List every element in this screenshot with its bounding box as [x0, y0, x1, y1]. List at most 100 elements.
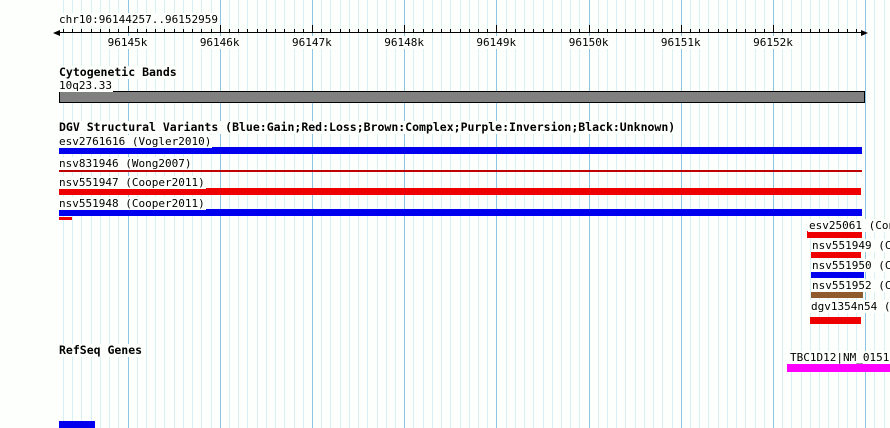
variant-label-esv2761616[interactable]: esv2761616 (Vogler2010)	[58, 135, 213, 148]
cytobands-track-title: Cytogenetic Bands	[58, 65, 178, 79]
variant-bar-nsv551952[interactable]	[811, 291, 863, 298]
ruler-tick	[118, 29, 120, 33]
gridline-minor	[874, 0, 876, 428]
variant-bar-nsv831946[interactable]	[59, 170, 862, 172]
ruler-tick	[791, 29, 793, 33]
ruler-tick	[450, 29, 452, 33]
ruler-tick	[404, 25, 406, 33]
variant-label-nsv831946[interactable]: nsv831946 (Wong2007)	[58, 157, 193, 170]
ruler-tick	[81, 29, 83, 33]
ruler-tick	[385, 29, 387, 33]
ruler-tick	[394, 29, 396, 33]
ruler-tick	[782, 29, 784, 33]
ruler-tick	[311, 25, 313, 33]
ruler-tick-label: 96149k	[476, 36, 517, 49]
ruler-tick	[146, 29, 147, 33]
ruler-tick	[367, 29, 369, 33]
ruler-tick	[496, 25, 498, 33]
variant-bar-nsv551948[interactable]	[59, 209, 862, 216]
ruler-tick	[275, 29, 276, 33]
ruler-tick	[754, 29, 756, 33]
ruler-tick	[514, 29, 516, 33]
ruler-tick	[856, 29, 857, 33]
ruler-tick-label: 96148k	[384, 36, 424, 49]
cytoband-label[interactable]: 10q23.33	[58, 79, 113, 92]
gene-bar-tbc1d12[interactable]	[787, 364, 890, 372]
ruler-tick	[699, 29, 701, 33]
ruler-tick	[726, 29, 728, 33]
region-coordinates-label: chr10:96144257..96152959	[58, 13, 219, 26]
variant-label-nsv551948[interactable]: nsv551948 (Cooper2011)	[58, 197, 206, 210]
ruler-tick	[265, 29, 267, 33]
ruler-tick	[422, 29, 424, 33]
ruler-tick	[348, 29, 350, 33]
variant-bar-esv25061[interactable]	[807, 231, 862, 238]
ruler-tick	[459, 29, 461, 33]
variant-bar-nsv551950[interactable]	[811, 271, 864, 278]
variant-bar-esv2761616[interactable]	[59, 147, 862, 154]
ruler-tick	[284, 29, 286, 33]
variant-bar-nsv551949[interactable]	[811, 251, 861, 258]
ruler-tick	[155, 29, 157, 33]
variant-label-nsv551949[interactable]: nsv551949 (Coo	[811, 239, 890, 252]
ruler-tick	[210, 29, 212, 33]
ruler-tick-label: 96150k	[568, 36, 609, 49]
variant-label-dgv1354n54[interactable]: dgv1354n54 (Co	[810, 300, 890, 313]
ruler-tick	[588, 25, 590, 33]
ruler-tick	[487, 29, 489, 33]
ruler-tick	[413, 29, 415, 33]
ruler-tick	[717, 29, 719, 33]
variant-bar-nsv551947[interactable]	[59, 188, 861, 195]
ruler-tick	[800, 29, 802, 33]
ruler-tick	[736, 29, 738, 33]
ruler-tick	[837, 29, 839, 33]
ruler-tick	[505, 29, 507, 33]
variant-label-nsv551950[interactable]: nsv551950 (Coo	[811, 259, 890, 272]
ruler-tick	[616, 29, 618, 33]
ruler-tick	[136, 29, 138, 33]
ruler-tick	[358, 29, 359, 33]
ruler-tick	[773, 25, 774, 33]
ruler-tick	[330, 29, 332, 33]
ruler-tick	[763, 29, 765, 33]
ruler-tick	[745, 29, 747, 33]
ruler-tick	[339, 29, 341, 33]
ruler-tick	[90, 29, 92, 33]
ruler-tick	[662, 29, 664, 33]
variant-bar-truncated-left[interactable]	[59, 217, 72, 220]
ruler-tick-label: 96152k	[753, 36, 793, 49]
gene-label-tbc1d12[interactable]: TBC1D12|NM_015188	[789, 351, 890, 364]
ruler-tick-label: 96147k	[292, 36, 332, 49]
variant-bar-dgv1354n54[interactable]	[810, 317, 861, 324]
ruler-left-arrow-icon	[53, 30, 60, 36]
ruler-tick	[560, 29, 562, 33]
cytoband-bar[interactable]	[59, 91, 865, 103]
ruler-tick	[643, 29, 645, 33]
ruler-tick	[819, 29, 821, 33]
ruler-axis-line	[59, 32, 862, 33]
ruler-tick	[634, 29, 636, 33]
variant-label-nsv551947[interactable]: nsv551947 (Cooper2011)	[58, 176, 206, 189]
ruler-tick	[238, 29, 240, 33]
ruler-tick	[597, 29, 599, 33]
ruler-tick	[671, 29, 673, 33]
variant-bar-truncated-bottom[interactable]	[59, 421, 95, 428]
ruler-tick	[690, 29, 691, 33]
ruler-tick	[846, 29, 848, 33]
ruler-tick	[607, 29, 608, 33]
variant-label-esv25061[interactable]: esv25061 (Conr	[808, 219, 890, 232]
ruler-tick-label: 96146k	[199, 36, 240, 49]
ruler-tick-label: 96145k	[107, 36, 148, 49]
ruler-tick	[247, 29, 249, 33]
ruler-tick	[441, 29, 442, 33]
gridline-major	[865, 0, 867, 428]
dgv-track-title: DGV Structural Variants (Blue:Gain;Red:L…	[58, 120, 677, 134]
ruler-tick	[708, 29, 710, 33]
gridline-minor	[883, 0, 885, 428]
ruler-tick	[431, 29, 433, 33]
ruler-tick	[551, 29, 553, 33]
variant-label-nsv551952[interactable]: nsv551952 (Coo	[811, 279, 890, 292]
